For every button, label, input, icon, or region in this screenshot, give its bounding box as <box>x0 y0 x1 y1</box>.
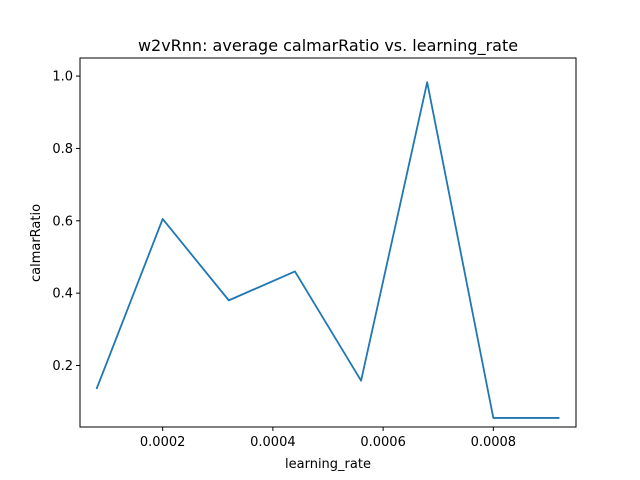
y-tick-label: 1.0 <box>52 70 73 85</box>
series-group <box>95 81 560 419</box>
x-tick-label: 0.0002 <box>140 435 186 450</box>
y-tick-label: 0.8 <box>52 142 73 157</box>
y-tick-label: 0.6 <box>52 214 73 229</box>
y-axis-label: calmarRatio <box>29 204 44 282</box>
y-axis-ticks: 0.2 0.4 0.6 0.8 1.0 <box>52 70 80 374</box>
series-line <box>95 81 560 419</box>
x-axis-label: learning_rate <box>285 457 371 472</box>
plot-area-frame <box>79 57 577 428</box>
x-tick-label: 0.0008 <box>471 435 517 450</box>
x-axis-ticks: 0.0002 0.0004 0.0006 0.0008 <box>140 427 516 450</box>
y-tick-label: 0.4 <box>52 287 73 302</box>
x-tick-label: 0.0006 <box>360 435 406 450</box>
chart-title: w2vRnn: average calmarRatio vs. learning… <box>138 36 518 56</box>
y-tick-label: 0.2 <box>52 359 73 374</box>
x-tick-label: 0.0004 <box>250 435 296 450</box>
